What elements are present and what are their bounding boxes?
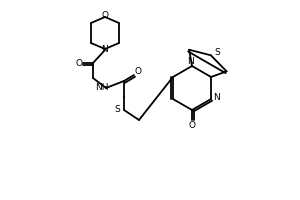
Text: N: N [102, 46, 108, 54]
Text: S: S [214, 48, 220, 57]
Text: O: O [188, 121, 196, 130]
Text: N: N [187, 56, 194, 66]
Text: NH: NH [95, 82, 109, 92]
Text: N: N [213, 94, 219, 102]
Text: S: S [114, 106, 120, 114]
Text: O: O [101, 11, 109, 21]
Text: O: O [76, 58, 82, 68]
Text: O: O [134, 68, 142, 76]
